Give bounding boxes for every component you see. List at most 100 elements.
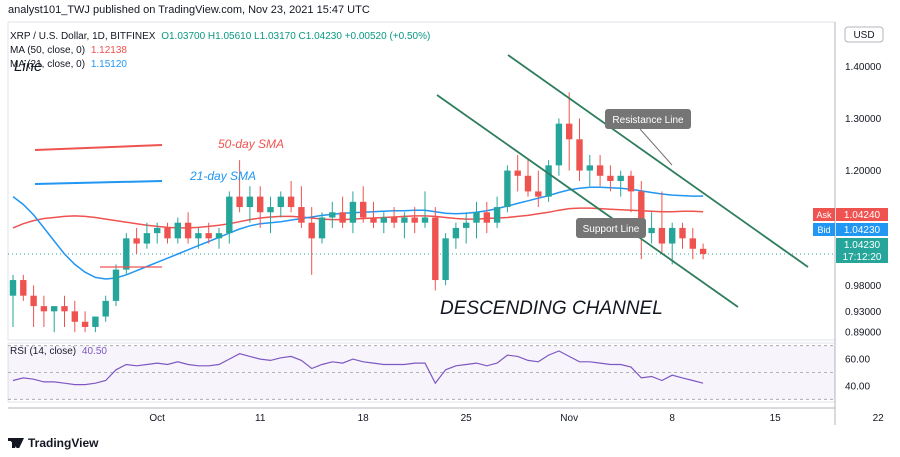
candle-body bbox=[298, 207, 305, 223]
ma21-line bbox=[12, 186, 704, 280]
candle-body bbox=[535, 191, 542, 197]
candle-body bbox=[658, 227, 666, 244]
candle-body bbox=[61, 306, 68, 312]
x-tick-label: 22 bbox=[873, 413, 885, 424]
candle-body bbox=[679, 227, 686, 239]
candle-body bbox=[71, 311, 78, 322]
candle-body bbox=[370, 217, 377, 223]
candle-body bbox=[576, 139, 583, 171]
channel-annotation: DESCENDING CHANNEL bbox=[440, 298, 663, 319]
candle-body bbox=[411, 217, 418, 223]
price-tick-label: 0.89000 bbox=[845, 328, 882, 339]
ask-value: 1.04240 bbox=[844, 210, 881, 221]
resistance-annotation: Resistance Line bbox=[612, 115, 684, 126]
candle-body bbox=[164, 227, 171, 239]
rsi-band bbox=[8, 345, 835, 400]
candle-body bbox=[524, 175, 532, 192]
candle-body bbox=[123, 238, 130, 270]
bid-value: 1.04230 bbox=[844, 225, 881, 236]
last-price-box bbox=[836, 238, 888, 263]
bar-countdown: 17:12:20 bbox=[843, 252, 882, 263]
x-tick-label: 25 bbox=[461, 413, 473, 424]
ma50-value: 1.12138 bbox=[90, 45, 127, 56]
candle-body bbox=[627, 175, 635, 192]
rsi-value: 40.50 bbox=[82, 346, 107, 357]
candle-body bbox=[390, 217, 398, 223]
rsi-label: RSI (14, close) bbox=[10, 346, 76, 357]
candle-body bbox=[617, 175, 624, 181]
symbol-label: XRP / U.S. Dollar, 1D, BITFINEX bbox=[10, 31, 156, 42]
channel-upper-line bbox=[507, 54, 809, 268]
sma50-annotation: 50-day SMA bbox=[218, 137, 284, 151]
bid-tag-box bbox=[813, 223, 835, 236]
candle-body bbox=[493, 207, 501, 223]
tradingview-brand: TradingView bbox=[28, 436, 99, 450]
candle-body bbox=[81, 321, 89, 327]
price-tick-label: 1.40000 bbox=[845, 62, 882, 73]
x-tick-label: 18 bbox=[358, 413, 370, 424]
ma21-row: MA (21, close, 0) 1.15120 bbox=[10, 58, 430, 72]
candle-body bbox=[154, 227, 161, 234]
candle-body bbox=[555, 123, 563, 166]
candle-body bbox=[277, 196, 284, 208]
candle-body bbox=[174, 222, 181, 239]
candle-body bbox=[40, 306, 48, 312]
candle-body bbox=[586, 165, 593, 171]
candle-body bbox=[20, 280, 27, 296]
bid-value-box bbox=[836, 223, 888, 236]
candle-body bbox=[607, 175, 614, 181]
candle-body bbox=[195, 233, 202, 239]
currency-badge bbox=[844, 26, 884, 43]
candle-body bbox=[452, 227, 460, 239]
ma50-row: MA (50, close, 0) 1.12138 bbox=[10, 44, 430, 58]
support-annotation: Support Line bbox=[583, 224, 640, 235]
candle-body bbox=[349, 201, 357, 223]
candle-body bbox=[267, 207, 274, 213]
rsi-line bbox=[12, 350, 704, 386]
candle-body bbox=[442, 238, 449, 281]
candle-body bbox=[246, 196, 254, 208]
resistance-callout-pointer bbox=[639, 128, 673, 166]
candle-body bbox=[504, 170, 511, 208]
candle-body bbox=[432, 217, 439, 281]
candle-body bbox=[51, 306, 58, 312]
ask-label: Ask bbox=[816, 210, 832, 220]
ma21-value: 1.15120 bbox=[90, 59, 127, 70]
publisher-header: analyst101_TWJ published on TradingView.… bbox=[8, 4, 370, 16]
candle-body bbox=[689, 238, 696, 249]
line-label: Line bbox=[14, 58, 43, 75]
candle-body bbox=[421, 217, 429, 223]
channel-lower-line bbox=[436, 94, 739, 308]
candle-body bbox=[648, 227, 655, 234]
tradingview-logo-icon bbox=[8, 438, 24, 448]
candle-body bbox=[699, 248, 707, 254]
candle-body bbox=[514, 170, 521, 176]
sma50-sample-line bbox=[34, 144, 163, 151]
ma50-line bbox=[12, 207, 704, 229]
candle-body bbox=[360, 201, 367, 218]
candle-body bbox=[566, 123, 573, 140]
x-tick-label: Oct bbox=[149, 413, 165, 424]
candle-body bbox=[545, 165, 552, 197]
rsi-tick-label: 60.00 bbox=[845, 355, 870, 366]
price-tick-label: 0.98000 bbox=[845, 281, 882, 292]
price-tick-label: 1.30000 bbox=[845, 114, 882, 125]
x-tick-label: Nov bbox=[560, 413, 578, 424]
candle-body bbox=[92, 316, 99, 327]
candle-body bbox=[308, 222, 315, 239]
ohlc-values: O1.03700 H1.05610 L1.03170 C1.04230 +0.0… bbox=[161, 31, 431, 42]
candle-body bbox=[102, 300, 109, 317]
price-tick-label: 0.93000 bbox=[845, 307, 882, 318]
candle-body bbox=[329, 212, 336, 218]
tradingview-footer: TradingView bbox=[8, 436, 98, 450]
x-tick-label: 11 bbox=[255, 413, 266, 424]
rsi-tick-label: 40.00 bbox=[845, 381, 870, 392]
support-callout-box bbox=[576, 218, 646, 238]
sma21-annotation: 21-day SMA bbox=[189, 169, 256, 183]
candle-body bbox=[215, 233, 223, 239]
last-price-value: 1.04230 bbox=[844, 240, 881, 251]
symbol-row: XRP / U.S. Dollar, 1D, BITFINEX O1.03700… bbox=[10, 30, 430, 44]
x-tick-label: 8 bbox=[669, 413, 675, 424]
candle-body bbox=[143, 233, 151, 244]
